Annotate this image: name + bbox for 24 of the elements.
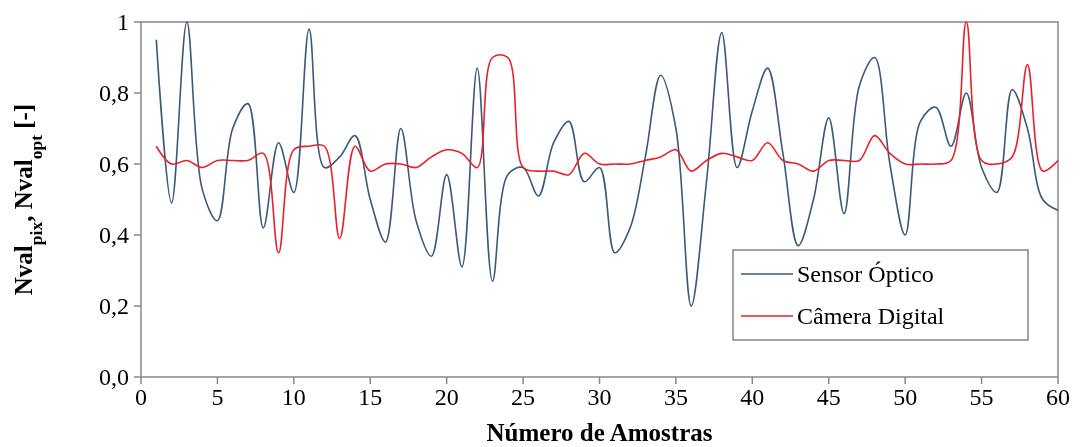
y-tick-label: 0,0 xyxy=(99,364,129,391)
x-tick-label: 35 xyxy=(663,384,688,410)
x-tick-label: 45 xyxy=(816,384,841,410)
x-tick-label: 55 xyxy=(969,384,994,410)
x-tick-label: 25 xyxy=(511,384,536,410)
x-tick-label: 30 xyxy=(587,384,612,410)
x-tick-label: 20 xyxy=(434,384,459,410)
y-tick-label: 1 xyxy=(117,9,129,36)
y-tick-label: 0,6 xyxy=(99,151,129,178)
y-tick-label: 0,8 xyxy=(99,80,129,107)
x-tick-label: 0 xyxy=(135,384,147,410)
x-tick-label: 50 xyxy=(893,384,918,410)
line-series xyxy=(155,21,1059,307)
x-tick-label: 10 xyxy=(281,384,306,410)
x-axis-title: Número de Amostras xyxy=(486,419,713,446)
legend-label: Sensor Óptico xyxy=(797,261,934,288)
x-tick-label: 60 xyxy=(1046,384,1070,410)
x-tick-label: 5 xyxy=(211,384,224,410)
y-tick-label: 0,2 xyxy=(99,293,129,320)
legend-label: Câmera Digital xyxy=(797,303,945,330)
line-series xyxy=(155,21,1059,254)
y-tick-label: 0,4 xyxy=(99,222,129,249)
x-tick-label: 40 xyxy=(740,384,765,410)
x-tick-label: 15 xyxy=(358,384,383,410)
